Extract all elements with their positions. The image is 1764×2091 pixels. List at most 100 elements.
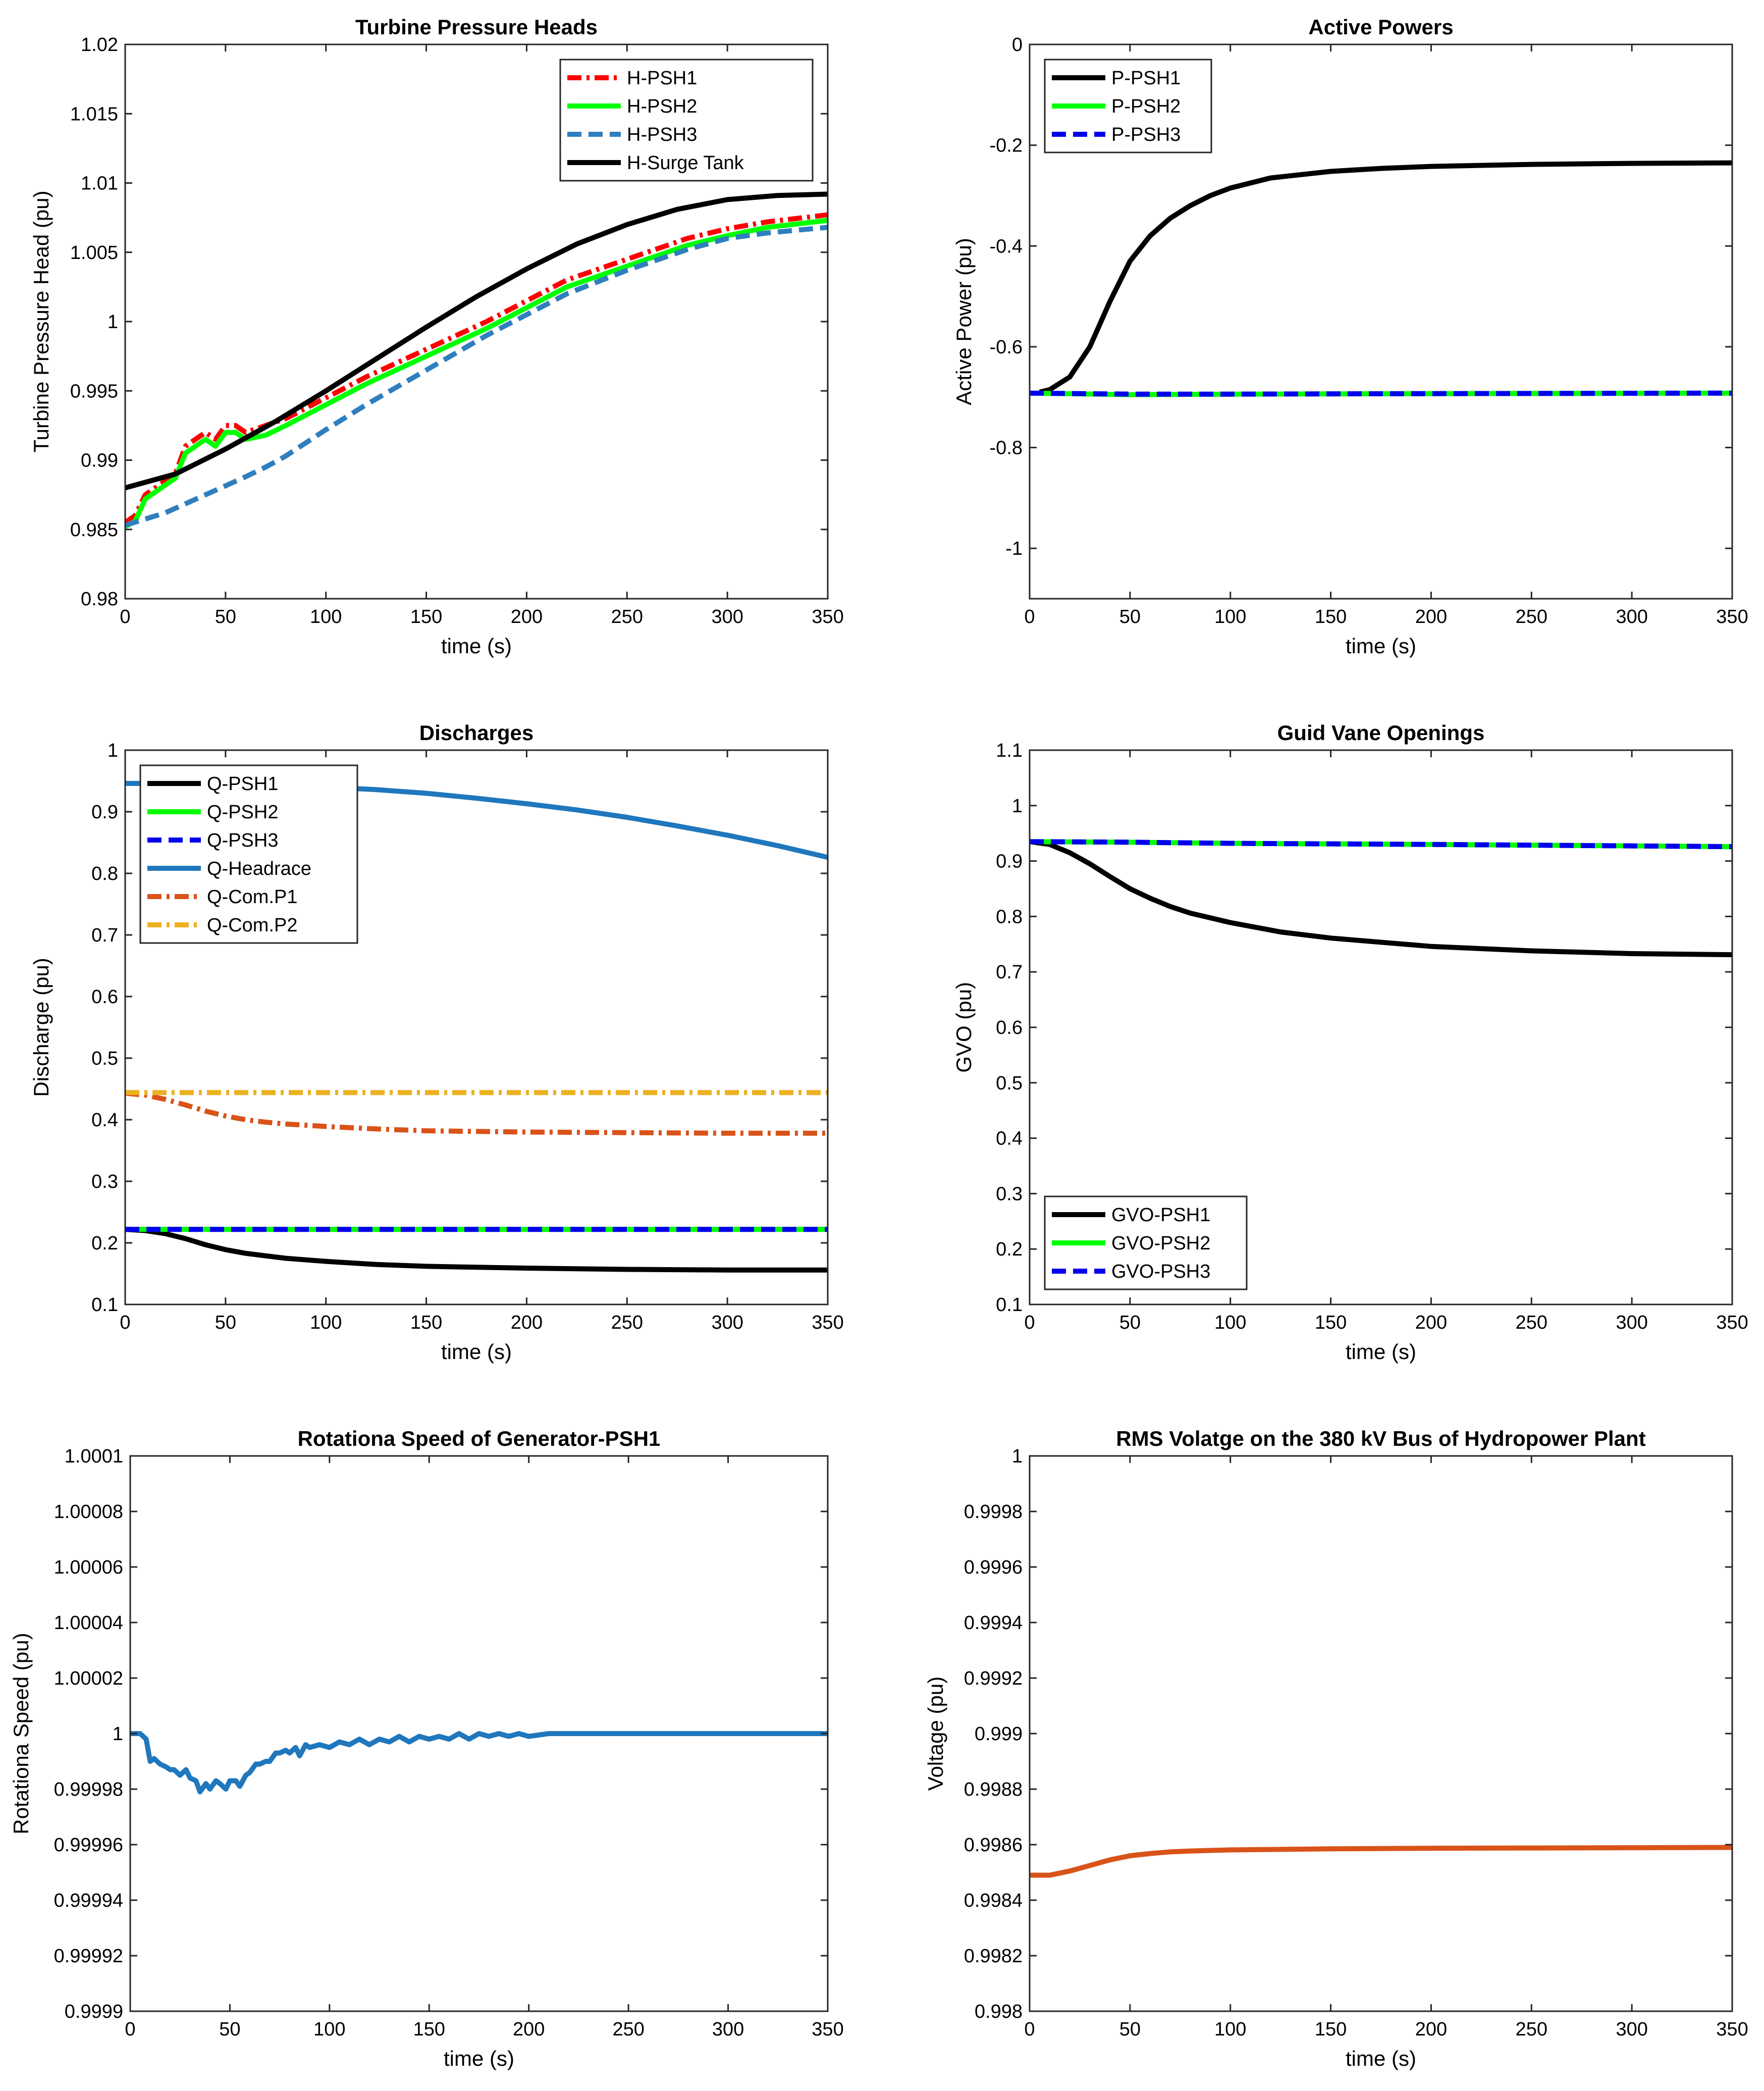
y-tick-label: 0.3 xyxy=(91,1171,118,1192)
plot-area xyxy=(1030,1456,1732,2011)
y-tick-label: 0.9 xyxy=(91,802,118,823)
y-tick-label: 0.5 xyxy=(996,1073,1023,1094)
x-tick-label: 50 xyxy=(219,2019,240,2040)
y-tick-label: 0.3 xyxy=(996,1183,1023,1205)
y-axis-label: Voltage (pu) xyxy=(924,1677,947,1791)
x-tick-label: 350 xyxy=(812,606,843,628)
x-axis-label: time (s) xyxy=(1346,1340,1416,1364)
legend-entry: Q-PSH1 xyxy=(207,773,278,795)
x-tick-label: 100 xyxy=(313,2019,345,2040)
x-tick-label: 200 xyxy=(511,1312,543,1333)
x-tick-label: 50 xyxy=(1119,1312,1141,1333)
x-tick-label: 50 xyxy=(1119,2019,1141,2040)
chart-3: 0 50 100 150 200 250 300 350 0.1 0.2 0.3 0.4 0.5 0.6 0… xyxy=(29,721,844,1364)
series-group xyxy=(125,191,828,529)
y-tick-label: 1 xyxy=(1012,796,1023,817)
y-tick-label: -0.6 xyxy=(990,337,1023,358)
x-tick-label: 200 xyxy=(1415,606,1447,628)
y-tick-label: 0.99 xyxy=(81,450,118,472)
y-tick-label: 0.9986 xyxy=(964,1835,1023,1856)
y-tick-label: 0.9999 xyxy=(65,2001,123,2022)
x-tick-label: 350 xyxy=(1716,606,1748,628)
y-axis-label: Active Power (pu) xyxy=(952,238,976,405)
series-line-p-psh1 xyxy=(1039,160,1732,395)
legend-entry: GVO-PSH1 xyxy=(1111,1205,1210,1226)
x-tick-label: 150 xyxy=(413,2019,445,2040)
legend-entry: Q-Com.P1 xyxy=(207,886,297,908)
x-tick-label: 300 xyxy=(1616,1312,1647,1333)
legend-entry: H-Surge Tank xyxy=(627,152,744,174)
legend-entry: GVO-PSH3 xyxy=(1111,1261,1210,1282)
legend-box xyxy=(139,764,358,944)
x-axis-label: time (s) xyxy=(1346,634,1416,658)
legend-entry: Q-PSH2 xyxy=(207,802,278,823)
x-tick-label: 200 xyxy=(1415,1312,1447,1333)
y-tick-label: 1 xyxy=(1012,1446,1023,1467)
x-axis-label: time (s) xyxy=(441,634,512,658)
x-tick-label: 300 xyxy=(712,2019,744,2040)
series-group xyxy=(125,780,828,1273)
legend-entry: Q-Headrace xyxy=(207,858,311,879)
y-tick-label: -1 xyxy=(1005,538,1023,559)
y-tick-label: 0.99998 xyxy=(54,1779,123,1800)
legend-entry: Q-Com.P2 xyxy=(207,915,297,936)
series-line-gvo-psh3 xyxy=(1030,839,1732,850)
legend-entry: H-PSH1 xyxy=(627,68,697,89)
y-tick-label: 0.6 xyxy=(996,1017,1023,1038)
y-tick-label: 1.015 xyxy=(70,103,118,125)
legend-entry: P-PSH2 xyxy=(1111,96,1181,117)
y-tick-label: 0.4 xyxy=(91,1110,118,1131)
y-tick-label: 0.999 xyxy=(975,1723,1023,1745)
y-tick-label: -0.4 xyxy=(990,236,1023,257)
chart-1: 0 50 100 150 200 250 300 350 0.98 0.985 0.99 0.995 1… xyxy=(29,15,844,658)
chart-6: 0 50 100 150 200 250 300 350 0.998 0.9982 0.9984 0.… xyxy=(924,1427,1748,2070)
axes-box xyxy=(1029,43,1733,600)
x-tick-label: 250 xyxy=(1516,1312,1547,1333)
y-tick-label: 1 xyxy=(113,1723,123,1745)
chart-5: 0 50 100 150 200 250 300 350 0.9999 0.99992 0.9999… xyxy=(9,1427,844,2070)
series-line-h-psh2 xyxy=(125,218,828,529)
legend-box xyxy=(1044,1195,1248,1290)
y-tick-label: 0.9 xyxy=(996,851,1023,872)
x-tick-label: 100 xyxy=(310,606,342,628)
x-tick-label: 300 xyxy=(711,606,743,628)
series-line-speed xyxy=(130,1731,828,1795)
x-tick-label: 0 xyxy=(120,1312,130,1333)
x-tick-label: 350 xyxy=(1716,2019,1748,2040)
series-group xyxy=(1030,1845,1732,1878)
chart-title: Guid Vane Openings xyxy=(1277,721,1485,745)
chart-2: 0 50 100 150 200 250 300 350 -1 -0.8 -0.6 -0.4 -0.2 0… xyxy=(952,15,1748,658)
x-tick-label: 300 xyxy=(1616,606,1647,628)
x-tick-label: 100 xyxy=(1214,1312,1246,1333)
y-axis-label: Discharge (pu) xyxy=(29,958,53,1096)
legend: GVO-PSH1 GVO-PSH2 GVO-PSH3 xyxy=(1044,1195,1248,1290)
x-tick-label: 150 xyxy=(410,1312,442,1333)
y-tick-label: 0.5 xyxy=(91,1048,118,1069)
y-tick-label: 0.6 xyxy=(91,986,118,1008)
y-tick-label: 0.9994 xyxy=(964,1612,1023,1634)
y-tick-label: 1.005 xyxy=(70,242,118,264)
y-tick-label: 0.9998 xyxy=(964,1501,1023,1523)
y-tick-label: 0.8 xyxy=(996,906,1023,927)
x-tick-label: 0 xyxy=(120,606,130,628)
y-tick-label: 0.99992 xyxy=(54,1946,123,1967)
chart-title: Active Powers xyxy=(1308,15,1453,39)
chart-4: 0 50 100 150 200 250 300 350 0.1 0.2 0.3 0.4 0.5 0.6 0… xyxy=(952,721,1748,1364)
y-tick-label: 0.7 xyxy=(996,962,1023,983)
x-tick-label: 0 xyxy=(1024,2019,1035,2040)
y-tick-label: 1.1 xyxy=(996,740,1023,761)
x-tick-label: 250 xyxy=(612,2019,644,2040)
y-tick-label: 1.02 xyxy=(81,34,118,56)
legend-entry: Q-PSH3 xyxy=(207,830,278,851)
y-tick-label: 1.00006 xyxy=(54,1557,123,1578)
x-tick-label: 150 xyxy=(1315,2019,1347,2040)
y-tick-label: 0.9988 xyxy=(964,1779,1023,1800)
y-axis-label: GVO (pu) xyxy=(952,982,976,1073)
x-axis-label: time (s) xyxy=(444,2047,514,2070)
legend: H-PSH1 H-PSH2 H-PSH3 H-Surge Tank xyxy=(559,59,814,182)
y-tick-label: 1.00004 xyxy=(54,1612,123,1634)
y-tick-label: 0.99996 xyxy=(54,1835,123,1856)
x-tick-label: 0 xyxy=(1024,606,1035,628)
y-tick-label: 0.8 xyxy=(91,863,118,884)
